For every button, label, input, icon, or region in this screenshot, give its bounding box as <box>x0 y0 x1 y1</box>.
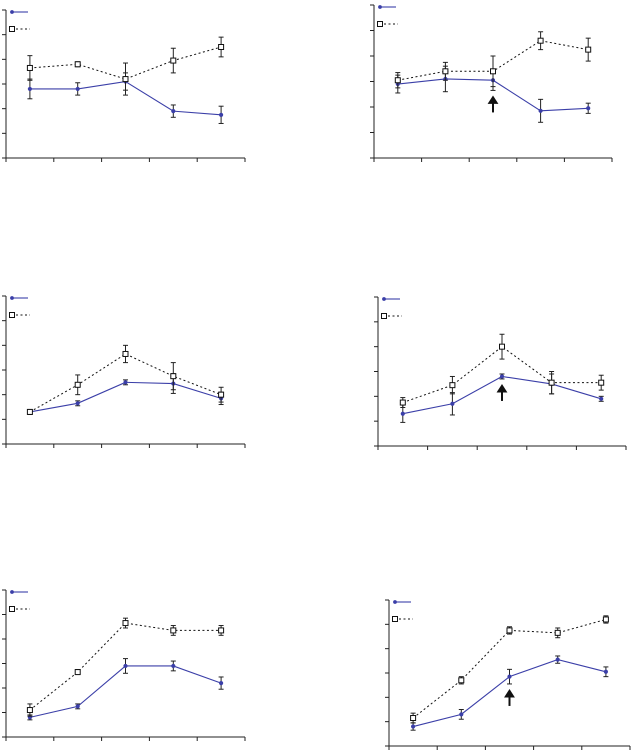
arrow-up-icon <box>504 689 515 706</box>
series-2-point <box>122 350 129 357</box>
series-2-point <box>74 669 81 676</box>
series-2-line <box>29 46 222 80</box>
arrow-head <box>496 384 508 393</box>
chart-panel-6 <box>385 599 631 750</box>
series-2-point <box>506 627 513 634</box>
series-2-line <box>29 353 222 413</box>
series-1-point <box>219 681 224 686</box>
legend-marker-series-1 <box>382 297 386 301</box>
series-1-point <box>75 401 80 406</box>
series-1-point <box>538 108 543 113</box>
series-2-point <box>74 381 81 388</box>
arrow-head <box>487 95 499 104</box>
series-2-line <box>29 622 222 711</box>
series-2-point <box>170 57 177 64</box>
series-1-point <box>507 674 512 679</box>
series-1-point <box>450 401 455 406</box>
series-1-point <box>555 657 560 662</box>
series-2-point <box>399 399 406 406</box>
series-2-point <box>410 715 417 722</box>
series-2-point <box>122 76 129 83</box>
series-2-point <box>548 379 555 386</box>
series-1-point <box>400 411 405 416</box>
series-2-point <box>449 382 456 389</box>
chart-panel-3 <box>2 295 246 448</box>
series-2-point <box>394 77 401 84</box>
series-2-point <box>598 379 605 386</box>
arrow-up-icon <box>487 95 499 113</box>
legend-marker-series-1 <box>10 10 14 14</box>
series-2-point <box>122 620 129 627</box>
series-2-point <box>537 37 544 44</box>
legend-marker-series-2 <box>9 606 15 612</box>
legend-marker-series-2 <box>392 616 398 622</box>
series-2-point <box>218 627 225 634</box>
series-2-point <box>26 408 33 415</box>
series-2-point <box>442 68 449 75</box>
series-1-point <box>603 669 609 674</box>
series-1-point <box>411 724 416 729</box>
series-1-point <box>171 109 176 114</box>
series-1-point <box>123 380 128 385</box>
series-2-point <box>26 707 33 714</box>
series-2-point <box>490 68 496 75</box>
series-1-point <box>459 712 464 717</box>
series-1-line <box>29 381 222 413</box>
series-2-point <box>74 61 81 68</box>
series-1-point <box>219 112 224 117</box>
series-1-point <box>171 663 176 669</box>
legend-marker-series-1 <box>393 600 397 604</box>
series-2-point <box>170 627 177 634</box>
series-2-point <box>499 343 505 350</box>
series-1-point <box>27 86 32 92</box>
arrow-head <box>504 689 515 698</box>
legend-marker-series-2 <box>9 312 15 318</box>
series-2-point <box>170 373 177 380</box>
series-1-point <box>123 663 128 669</box>
series-2-point <box>602 616 609 623</box>
chart-panel-4 <box>374 296 627 450</box>
series-1-point <box>499 374 505 379</box>
series-2-point <box>585 46 592 53</box>
series-2-point <box>218 44 225 50</box>
series-2-point <box>26 64 33 71</box>
series-2-point <box>458 677 465 684</box>
series-2-point <box>554 629 561 636</box>
chart-panel-2 <box>370 4 613 162</box>
series-2-point <box>218 391 225 398</box>
legend-marker-series-1 <box>10 590 14 594</box>
series-1-point <box>586 106 591 111</box>
series-1-point <box>75 704 80 709</box>
chart-panel-5 <box>2 589 246 741</box>
legend-marker-series-1 <box>10 296 14 300</box>
arrow-up-icon <box>496 384 508 401</box>
series-1-point <box>599 396 604 401</box>
legend-marker-series-1 <box>378 5 382 9</box>
legend-marker-series-2 <box>377 21 383 27</box>
series-1-point <box>75 86 80 92</box>
chart-panel-1 <box>2 9 246 162</box>
legend-marker-series-2 <box>381 313 387 319</box>
legend-marker-series-2 <box>9 26 15 32</box>
